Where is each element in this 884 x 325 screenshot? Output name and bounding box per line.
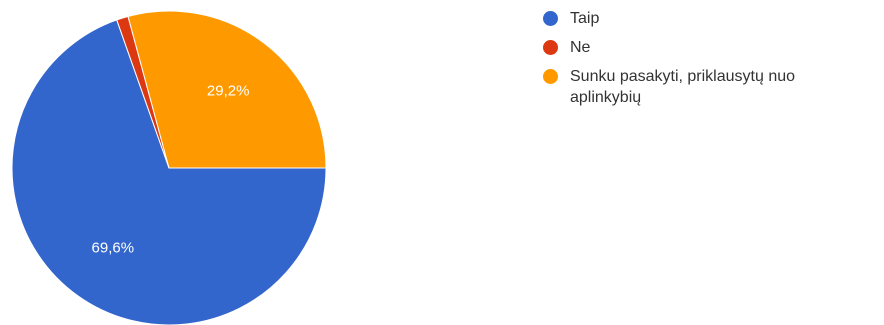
legend-swatch-taip — [543, 11, 558, 26]
legend-label-taip: Taip — [570, 10, 600, 27]
legend-swatch-ne — [543, 40, 558, 55]
slice-value-label: 29,2% — [207, 83, 250, 100]
chart-legend: Taip Ne Sunku pasakyti, priklausytų nuo … — [540, 8, 880, 116]
pie-slice-sunku[interactable] — [127, 10, 327, 169]
pie-slice-labels: 69,6% 29,2% — [92, 83, 250, 257]
legend-item-taip[interactable]: Taip — [540, 8, 880, 29]
legend-label-ne: Ne — [570, 39, 591, 56]
legend-swatch-sunku-pasakyti — [543, 69, 558, 84]
legend-label-sunku-pasakyti: Sunku pasakyti, priklausytų nuo aplinkyb… — [570, 68, 796, 106]
legend-item-sunku-pasakyti[interactable]: Sunku pasakyti, priklausytų nuo aplinkyb… — [540, 66, 880, 108]
pie-chart: 69,6% 29,2% — [11, 10, 327, 325]
pie-slice-taip[interactable] — [11, 19, 327, 325]
pie-slices — [11, 10, 327, 325]
legend-item-ne[interactable]: Ne — [540, 37, 880, 58]
slice-value-label: 69,6% — [92, 240, 135, 257]
